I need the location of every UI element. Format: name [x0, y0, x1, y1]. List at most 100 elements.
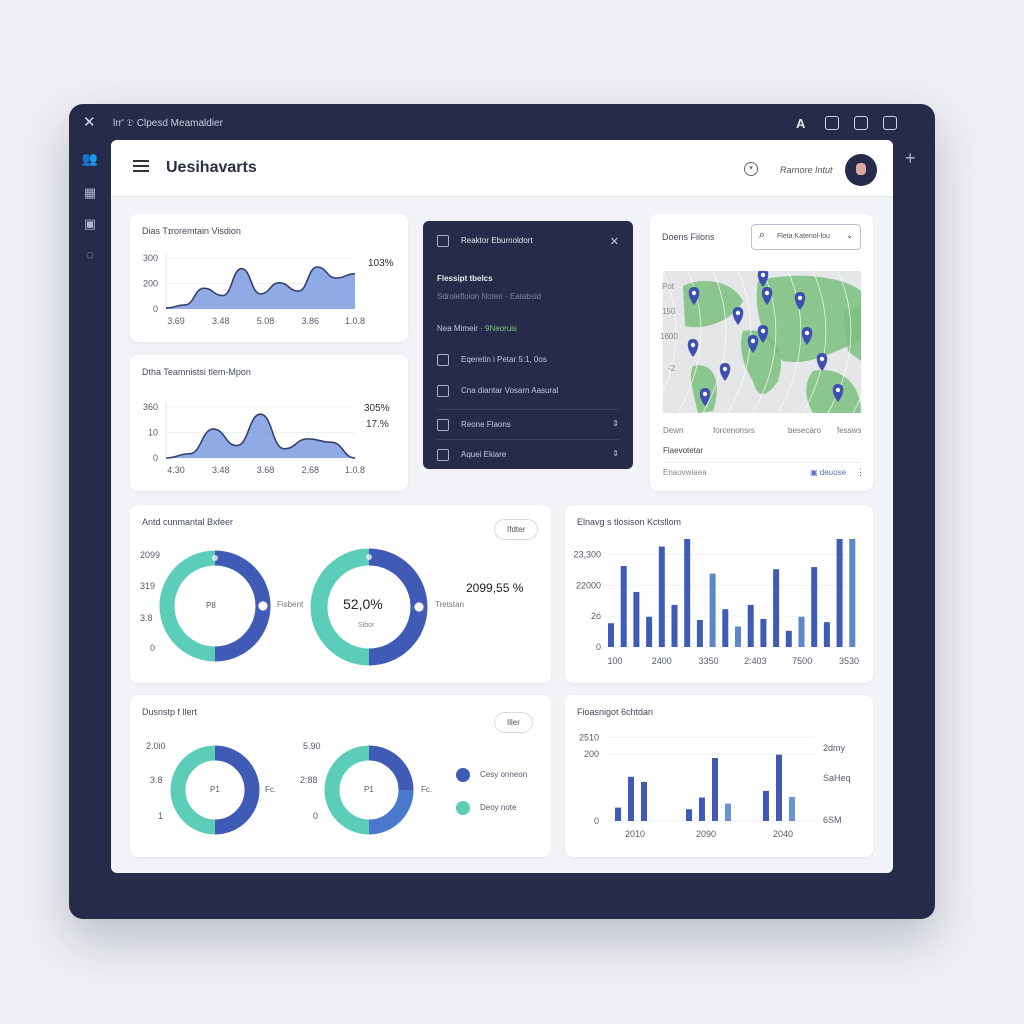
ytick: 5.90 [303, 741, 321, 751]
xtick: 3.86 [301, 316, 319, 326]
list-item[interactable]: Reone Flaons ⇕ [437, 409, 619, 431]
bar [620, 566, 627, 647]
bar [763, 790, 769, 821]
location-search[interactable]: ⌕ Fleta Katenol-lou ⌄ [751, 224, 861, 250]
gift-icon [437, 385, 449, 397]
map-pin-icon[interactable] [761, 287, 773, 305]
area-chart-card-1: Dias Tɪroremtain Visdion 0 200 300 3.69 3.48… [130, 214, 408, 342]
bar [671, 604, 678, 647]
user-name: Rarnore Intut [780, 165, 833, 175]
ytick: 200 [584, 749, 599, 759]
donut-charts [170, 745, 414, 835]
divider [663, 462, 861, 463]
map-ytick: 1600 [660, 332, 678, 341]
map-pin-icon[interactable] [832, 384, 844, 402]
list-item[interactable]: Cna diantar Vosarn Aasural [437, 385, 619, 397]
annotation: 305% [364, 403, 390, 414]
list-item[interactable]: Aquei Ekiare ⇕ [437, 439, 619, 461]
road [802, 271, 827, 413]
area-fill [166, 414, 355, 458]
ytick: 3.8 [150, 775, 163, 785]
clipboard-icon[interactable] [825, 116, 839, 130]
xtick: 1.0.8 [345, 465, 365, 475]
xtick: 3.48 [212, 465, 230, 475]
avatar[interactable] [845, 154, 877, 186]
clock-icon[interactable]: ◌ [86, 247, 94, 262]
font-icon[interactable]: A [796, 116, 806, 131]
ytick: 0 [153, 304, 158, 314]
bar [709, 573, 716, 647]
bar [641, 781, 647, 821]
donut-charts [159, 548, 428, 666]
bar-chart-card-2: Fioasnigot 6chtdan 0 200 2510 2010 2090 2040 … [565, 695, 873, 857]
map-pin-icon[interactable] [699, 388, 711, 406]
road [777, 271, 802, 413]
map-pin-icon[interactable] [687, 339, 699, 357]
chevron-down-icon: ⌄ [846, 231, 853, 240]
list-item-label: Aquei Ekiare [461, 450, 507, 460]
landmass [756, 275, 861, 362]
xtick: 2400 [652, 656, 672, 666]
map-pin-icon[interactable] [794, 292, 806, 310]
donut-label: Tretstan [435, 600, 465, 609]
close-icon[interactable]: ✕ [609, 236, 619, 248]
big-value: 2099,55 % [466, 581, 524, 595]
map-pin-icon[interactable] [757, 271, 769, 287]
bar-chart-2: 0 200 2510 2010 2090 2040 [579, 732, 815, 839]
map-pin-icon[interactable] [747, 335, 759, 353]
map-card: Doens Fiions ⌕ Fleta Katenol-lou ⌄ Pot 1… [650, 214, 873, 491]
donut-segment [368, 789, 414, 835]
card-title: Dias Tɪroremtain Visdion [142, 226, 241, 236]
bar [849, 539, 856, 647]
xtick: 2090 [696, 829, 716, 839]
header: Uesihavarts ▾ Rarnore Intut [111, 140, 893, 197]
xtick: 2.68 [301, 465, 319, 475]
list-item[interactable]: Eqeretin i Petar 5:1, 0os [437, 354, 619, 366]
calculator-icon[interactable]: ▣ [83, 216, 97, 231]
plus-icon[interactable]: + [905, 148, 916, 168]
filter-button[interactable]: Ifdter [494, 519, 539, 540]
footer-link-label: deuose [819, 468, 847, 477]
xtick: 4.30 [167, 465, 185, 475]
chart-icon[interactable] [854, 116, 868, 130]
ytick: 0 [153, 453, 158, 463]
bar [615, 807, 621, 821]
chevron-circle-icon[interactable]: ▾ [744, 162, 758, 176]
map-pin-icon[interactable] [816, 353, 828, 371]
right-tick: 2dmy [823, 743, 846, 753]
map-pin-icon[interactable] [801, 327, 813, 345]
donut-sub: Sibor [358, 622, 375, 629]
bar [773, 569, 780, 647]
donut-marker [257, 600, 269, 612]
right-tick: 6SM [823, 815, 842, 825]
bar [684, 539, 691, 647]
hamburger-icon[interactable] [133, 160, 149, 172]
footer-link[interactable]: ▣ deuose [810, 468, 847, 477]
ytick: 22000 [576, 580, 601, 590]
bar-chart-card-1: Elnavg s tlosison Kctsllom 0 2ó 22000 23,30… [565, 505, 873, 683]
close-icon[interactable]: ✕ [83, 114, 96, 131]
map-pin-icon[interactable] [688, 287, 700, 305]
card-title: Doens Fiions [662, 232, 715, 242]
legend-label: Cesy onneon [480, 770, 528, 779]
area-chart-2: 0 10 360 4.30 3.48 3.68 2.68 1.0.8 [143, 402, 365, 475]
filter-button[interactable]: Iller [494, 712, 533, 733]
map-pin-icon[interactable] [757, 325, 769, 343]
page-title: Uesihavarts [166, 159, 257, 176]
donut-label: Fc. [421, 785, 433, 794]
ytick: 319 [140, 581, 156, 591]
map-pin-icon[interactable] [732, 307, 744, 325]
world-map[interactable] [663, 271, 861, 413]
ytick: 200 [143, 279, 158, 289]
ytick: 0 [150, 643, 156, 653]
bar [735, 626, 741, 647]
more-icon[interactable]: ⋮ [856, 467, 865, 477]
download-icon[interactable] [883, 116, 897, 130]
users-icon[interactable]: 👥 [81, 151, 99, 166]
map-pin-icon[interactable] [719, 363, 731, 381]
donut-segment [214, 550, 271, 662]
search-input[interactable]: Fleta Katenol-lou [777, 233, 830, 240]
xtick: 3350 [699, 656, 719, 666]
app-window: ✕ lrr' 𝔇 Clpesd Meamaldier 👥 ▦ ▣ ◌ A + U… [69, 104, 935, 919]
building-icon[interactable]: ▦ [83, 185, 97, 200]
